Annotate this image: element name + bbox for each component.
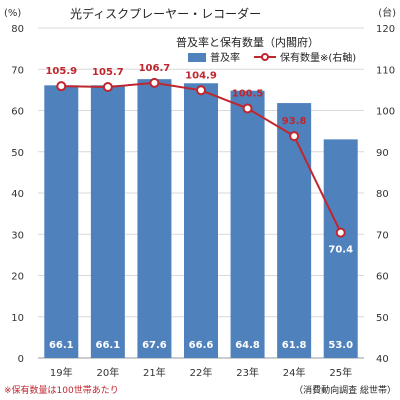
legend-bar-swatch (188, 53, 206, 62)
legend-line-marker (261, 53, 269, 61)
x-tick-label: 22年 (190, 366, 213, 379)
line-value-label: 106.7 (139, 63, 171, 74)
x-tick-label: 19年 (50, 366, 73, 379)
y-left-tick-label: 20 (11, 272, 24, 283)
line-point (242, 103, 253, 114)
bar-series (44, 79, 358, 359)
bar (323, 139, 358, 358)
y-left-tick-label: 80 (11, 24, 24, 35)
bar-value-label: 66.1 (49, 340, 74, 351)
legend-line-label: 保有数量※(右軸) (280, 51, 356, 64)
bar (90, 85, 125, 359)
y-right-axis: 40 50 60 70 80 90 100 110 120 (376, 24, 395, 365)
y-right-tick-label: 100 (376, 107, 395, 118)
y-right-tick-label: 110 (376, 65, 395, 76)
y-left-tick-label: 10 (11, 313, 24, 324)
y-left-tick-label: 30 (11, 230, 24, 241)
bar-value-label: 64.8 (235, 340, 260, 351)
bar (137, 79, 172, 359)
y-right-tick-label: 80 (376, 189, 389, 200)
line-point (56, 81, 67, 92)
x-tick-label: 21年 (143, 366, 166, 379)
bar-value-label: 67.6 (142, 340, 167, 351)
line-value-label: 105.9 (45, 66, 77, 77)
bar-value-label: 53.0 (328, 340, 353, 351)
bar (230, 90, 265, 358)
legend-bar-label: 普及率 (210, 51, 240, 64)
line-value-label: 100.5 (232, 88, 264, 99)
footnote-right: （消費動向調査 総世帯） (294, 384, 396, 396)
line-point (102, 81, 113, 92)
line-value-label: 93.8 (282, 116, 307, 127)
chart-title: 光ディスクプレーヤー・レコーダー (70, 6, 261, 21)
y-right-tick-label: 90 (376, 148, 389, 159)
y-left-tick-label: 60 (11, 107, 24, 118)
legend: 普及率 保有数量※(右軸) (188, 51, 356, 64)
line-point (335, 227, 346, 238)
y-right-tick-label: 60 (376, 272, 389, 283)
x-axis: 19年 20年 21年 22年 23年 24年 25年 (50, 366, 352, 379)
y-left-axis: 0 10 20 30 40 50 60 70 80 (11, 24, 24, 365)
line-value-label: 104.9 (185, 70, 217, 81)
line-value-labels: 105.9 105.7 106.7 104.9 100.5 93.8 70.4 (45, 63, 353, 256)
bar (277, 103, 312, 358)
bar-value-label: 66.6 (189, 340, 214, 351)
x-tick-label: 24年 (283, 366, 306, 379)
x-tick-label: 23年 (236, 366, 259, 379)
y-left-tick-label: 40 (11, 189, 24, 200)
line-point (196, 85, 206, 96)
y-right-tick-label: 70 (376, 230, 389, 241)
bar (44, 85, 79, 359)
bar-value-label: 66.1 (96, 340, 121, 351)
y-right-unit-label: (台) (378, 6, 396, 19)
line-value-label: 70.4 (328, 245, 353, 256)
y-left-tick-label: 50 (11, 148, 24, 159)
y-left-unit-label: (%) (4, 8, 21, 19)
footnote-left: ※保有数量は100世帯あたり (4, 384, 119, 396)
y-left-tick-label: 70 (11, 65, 24, 76)
y-left-tick-label: 0 (18, 354, 24, 365)
line-value-label: 105.7 (92, 67, 124, 78)
y-right-tick-label: 40 (376, 354, 389, 365)
y-right-tick-label: 120 (376, 24, 395, 35)
chart-subtitle: 普及率と保有数量（内閣府） (176, 35, 319, 49)
line-point (149, 77, 160, 88)
bar-value-labels: 66.1 66.1 67.6 66.6 64.8 61.8 53.0 (49, 340, 353, 351)
line-series (56, 77, 346, 238)
bar (184, 83, 218, 359)
line-point (289, 131, 300, 142)
x-tick-label: 20年 (96, 366, 119, 379)
x-tick-label: 25年 (329, 366, 352, 379)
y-right-tick-label: 50 (376, 313, 389, 324)
bar-value-label: 61.8 (282, 340, 307, 351)
